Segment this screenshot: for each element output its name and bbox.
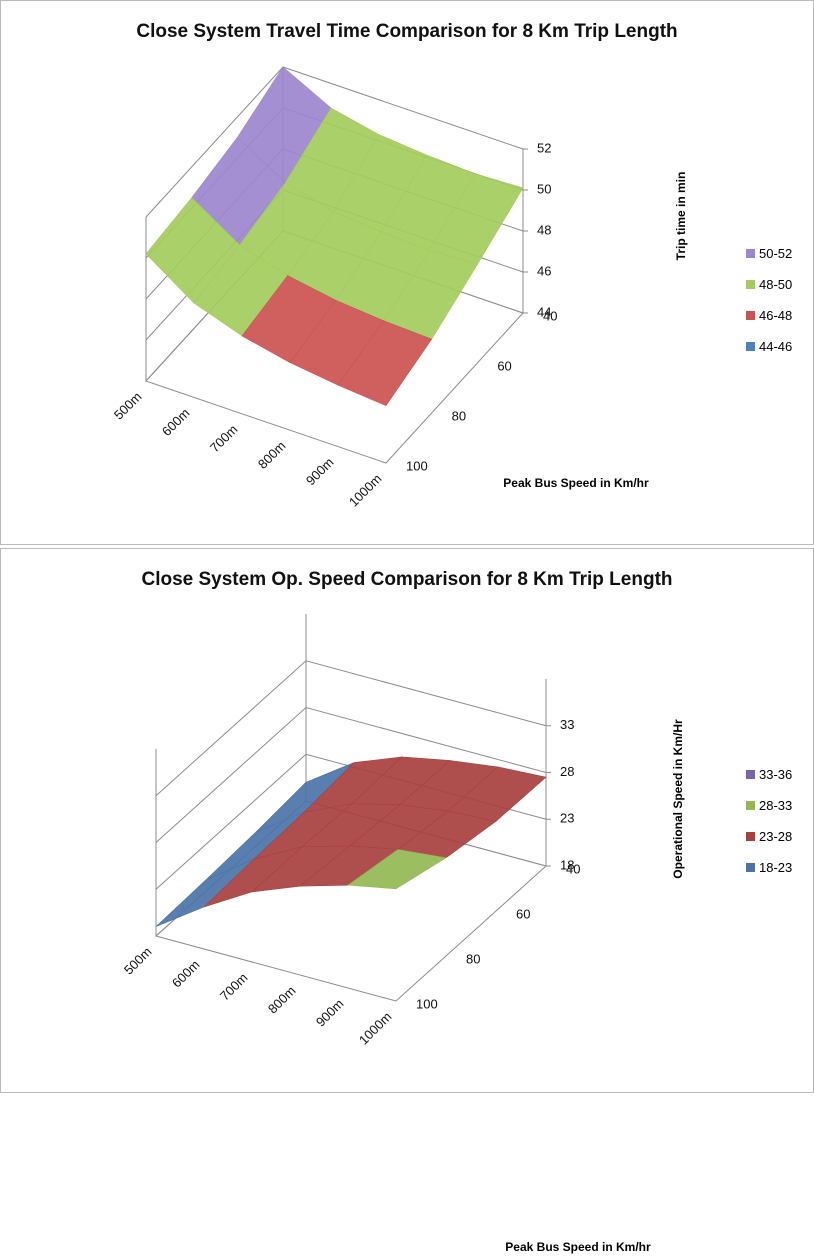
legend-item: 18-23	[746, 852, 792, 883]
legend-swatch	[746, 832, 755, 841]
category-label: 1000m	[356, 1009, 395, 1048]
legend-item: 44-46	[746, 331, 792, 362]
floor-edge	[155, 865, 547, 1002]
legend-label: 28-33	[759, 798, 793, 813]
legend-swatch	[746, 770, 755, 779]
category-label: 800m	[265, 983, 299, 1017]
legend-label: 50-52	[759, 246, 793, 261]
category-label: 700m	[207, 422, 241, 456]
chart-panel: Close System Travel Time Comparison for …	[0, 0, 814, 545]
category-label: 700m	[217, 970, 251, 1004]
depth-tick-label: 40	[566, 861, 580, 876]
surface-cell	[347, 849, 447, 890]
legend-swatch	[746, 249, 755, 258]
surface-cell	[337, 320, 433, 406]
category-label: 900m	[313, 996, 347, 1030]
category-label: 500m	[121, 944, 155, 978]
plot: 18 23 28 33 40 60 80 100 500m 600m 700m 800m 900m 100…	[121, 614, 580, 1048]
category-label: 500m	[111, 389, 145, 423]
z-tick-label: 28	[560, 764, 574, 779]
legend-item: 23-28	[746, 821, 792, 852]
depth-tick-label: 80	[466, 951, 480, 966]
legend-label: 23-28	[759, 829, 793, 844]
legend-label: 48-50	[759, 277, 793, 292]
depth-axis-title: Peak Bus Speed in Km/hr	[503, 476, 649, 490]
legend-label: 18-23	[759, 860, 793, 875]
chart-panel: Close System Op. Speed Comparison for 8 …	[0, 548, 814, 1254]
z-tick-label: 23	[560, 811, 574, 826]
legend-label: 44-46	[759, 339, 793, 354]
category-label: 900m	[303, 455, 337, 489]
legend-item: 33-36	[746, 759, 792, 790]
depth-tick-label: 100	[416, 996, 438, 1011]
chart-title: Close System Op. Speed Comparison for 8 …	[141, 569, 673, 590]
category-label: 800m	[255, 438, 289, 472]
z-axis-title: Operational Speed in Km/Hr	[671, 719, 685, 879]
z-tick-label: 33	[560, 717, 574, 732]
z-tick-label: 52	[537, 140, 551, 155]
legend-swatch	[746, 342, 755, 351]
z-tick-label: 48	[537, 222, 551, 237]
legend-item: 50-52	[746, 238, 792, 269]
plot: 44 46 48 50 52 40 60 80 100 500m 600m 700m 800m 900m 1…	[111, 66, 557, 510]
legend-item: 46-48	[746, 300, 792, 331]
z-tick-label: 18	[560, 857, 574, 872]
legend-swatch	[746, 801, 755, 810]
grid-line	[155, 660, 547, 797]
legend: 33-36 28-33 23-28 18-23	[746, 759, 792, 883]
legend: 50-52 48-50 46-48 44-46	[746, 238, 792, 362]
z-axis-title: Trip time in min	[674, 171, 688, 261]
legend-label: 33-36	[759, 767, 793, 782]
grid-line	[155, 706, 547, 843]
depth-axis-title: Peak Bus Speed in Km/hr	[505, 1240, 651, 1254]
legend-swatch	[746, 863, 755, 872]
depth-tick-label: 80	[452, 408, 466, 423]
depth-tick-label: 100	[406, 458, 428, 473]
legend-label: 46-48	[759, 308, 793, 323]
legend-item: 28-33	[746, 790, 792, 821]
legend-item: 48-50	[746, 269, 792, 300]
category-label: 1000m	[346, 471, 385, 510]
category-label: 600m	[159, 405, 193, 439]
chart-title: Close System Travel Time Comparison for …	[136, 21, 678, 42]
depth-tick-label: 40	[543, 308, 557, 323]
depth-tick-label: 60	[516, 906, 530, 921]
category-label: 600m	[169, 957, 203, 991]
z-tick-label: 50	[537, 181, 551, 196]
z-tick-label: 44	[537, 304, 551, 319]
floor-edge	[145, 312, 524, 464]
legend-swatch	[746, 280, 755, 289]
depth-tick-label: 60	[497, 358, 511, 373]
legend-swatch	[746, 311, 755, 320]
z-tick-label: 46	[537, 263, 551, 278]
